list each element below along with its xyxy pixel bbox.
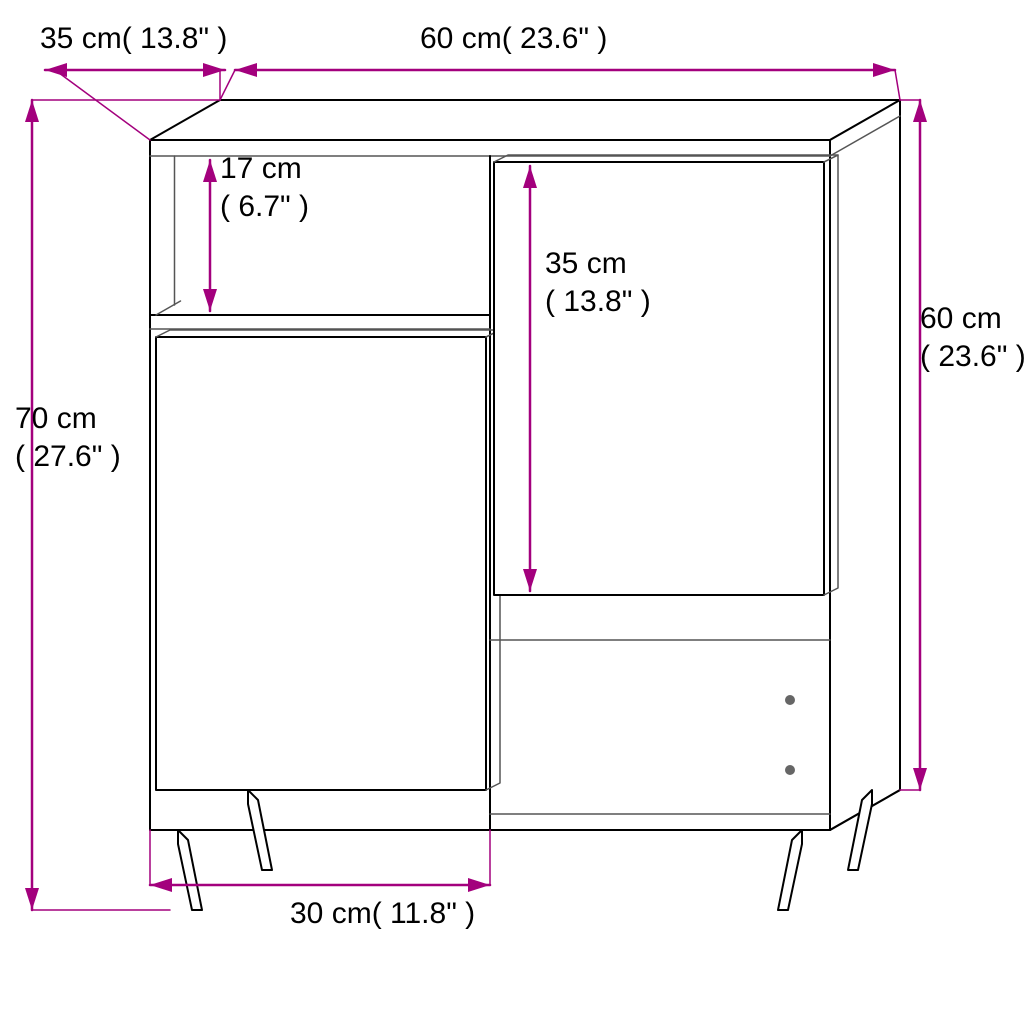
label-body-height: 60 cm ( 23.6" ) [920, 300, 1024, 375]
label-half-width: 30 cm( 11.8" ) [290, 895, 475, 933]
label-width: 60 cm( 23.6" ) [420, 20, 607, 58]
diagram-stage: 35 cm( 13.8" ) 60 cm( 23.6" ) 17 cm ( 6.… [0, 0, 1024, 1024]
label-shelf-height: 17 cm ( 6.7" ) [220, 150, 309, 225]
label-total-height: 70 cm ( 27.6" ) [15, 400, 121, 475]
label-rightdoor-height: 35 cm ( 13.8" ) [545, 245, 651, 320]
label-depth: 35 cm( 13.8" ) [40, 20, 227, 58]
diagram-svg [0, 0, 1024, 1024]
